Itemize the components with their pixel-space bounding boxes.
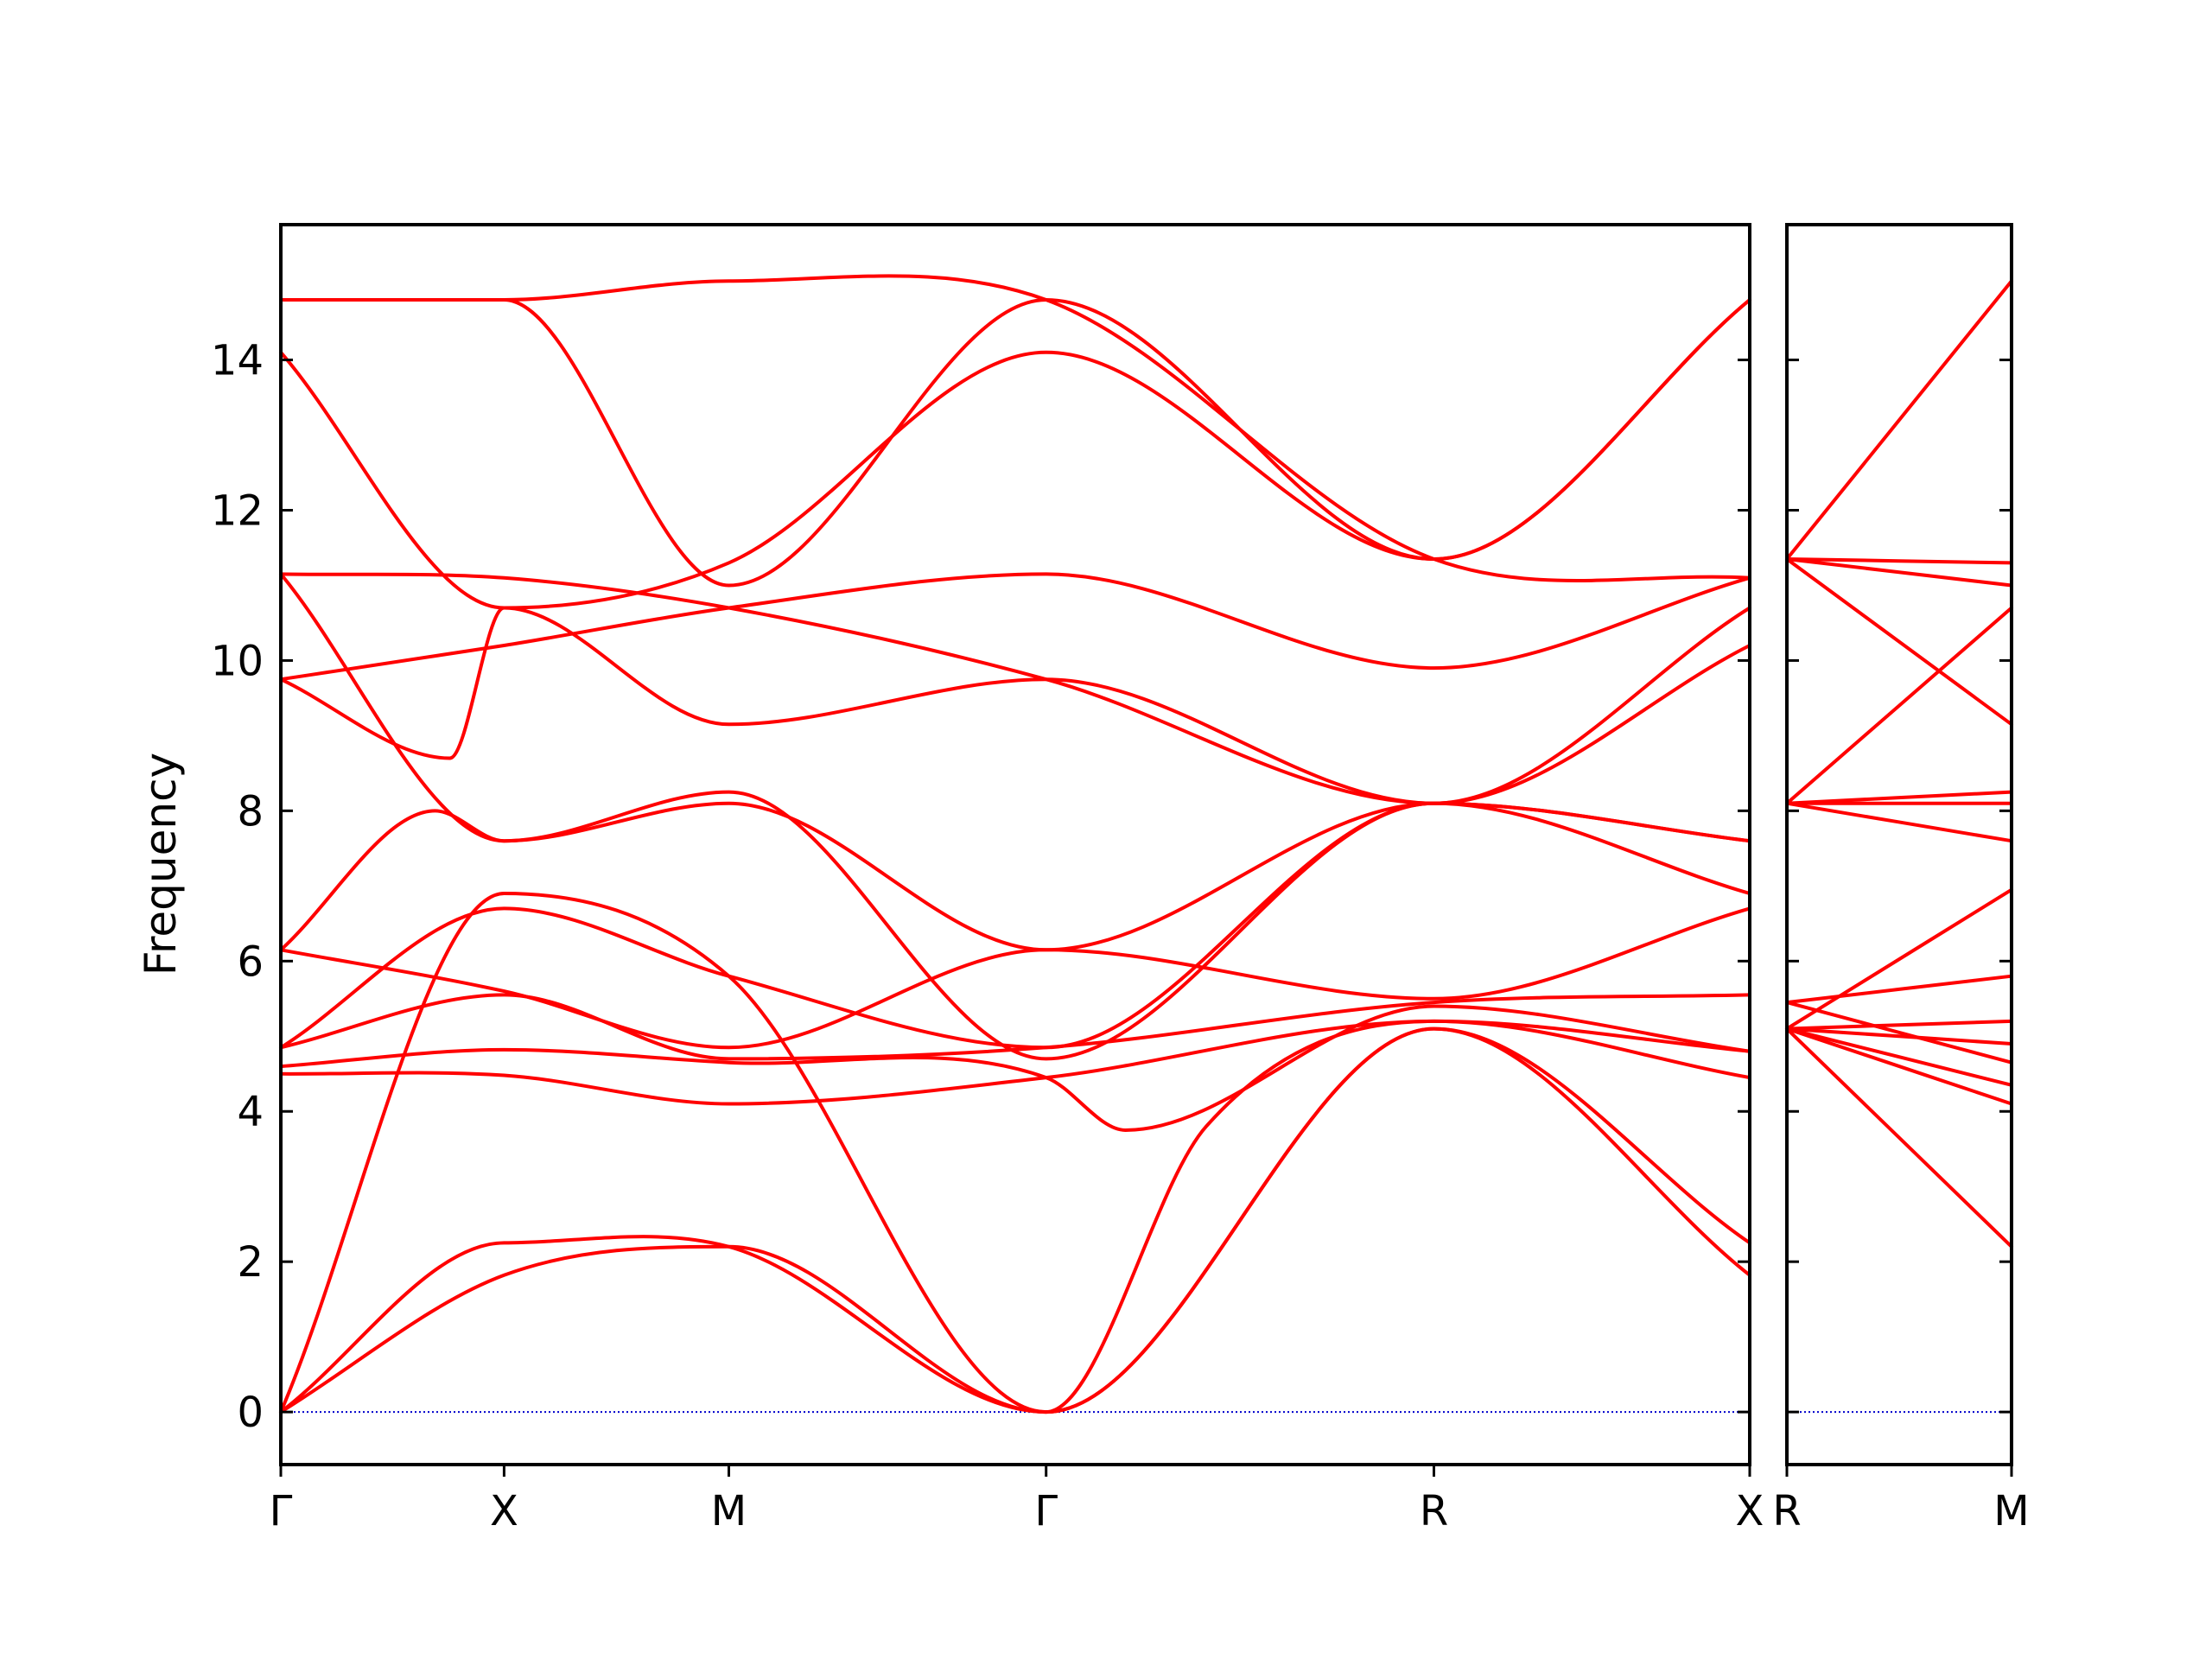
- phonon-band-6: [1785, 1019, 2013, 1031]
- x-tick-label: R: [1420, 1487, 1448, 1535]
- x-tick-label: Γ: [270, 1487, 293, 1535]
- phonon-band-11: [1785, 790, 2013, 805]
- phonon-band-16: [279, 274, 1751, 582]
- phonon-band-15: [279, 297, 1751, 588]
- y-tick-label: 10: [211, 637, 264, 685]
- phonon-band-2: [279, 1027, 1751, 1414]
- x-tick-label: X: [490, 1487, 518, 1535]
- phonon-band-13: [279, 572, 1751, 805]
- phonon-band-9: [1785, 801, 2013, 843]
- phonon-band-2: [1785, 1027, 2013, 1106]
- y-tick-label: 14: [211, 337, 264, 385]
- phonon-band-12: [1785, 557, 2013, 727]
- phonon-band-5: [1785, 1027, 2013, 1046]
- phonon-band-14: [1785, 557, 2013, 588]
- phonon-band-3: [279, 892, 1751, 1414]
- phonon-band-14: [279, 298, 1751, 610]
- phonon-band-16: [1785, 279, 2013, 561]
- y-tick-label: 2: [237, 1238, 264, 1287]
- phonon-band-8: [279, 906, 1751, 1050]
- x-tick-label: X: [1736, 1487, 1764, 1535]
- phonon-band-12: [279, 572, 1751, 682]
- x-tick-label: M: [711, 1487, 747, 1535]
- x-tick-label: R: [1772, 1487, 1801, 1535]
- x-tick-label: Γ: [1034, 1487, 1058, 1535]
- phonon-band-9: [279, 790, 1751, 1061]
- phonon-band-6: [279, 993, 1751, 1061]
- plot-frame: [279, 223, 1751, 1466]
- phonon-band-1: [1785, 1027, 2013, 1249]
- y-axis-label: Frequency: [136, 753, 186, 976]
- phonon-band-10: [279, 572, 1751, 952]
- phonon-band-8: [1785, 887, 2013, 1031]
- phonon-band-1: [279, 1027, 1751, 1414]
- phonon-band-7: [1785, 974, 2013, 1005]
- phonon-band-3: [1785, 1027, 2013, 1087]
- phonon-band-4: [279, 1019, 1751, 1106]
- y-tick-label: 12: [211, 486, 264, 535]
- y-tick-label: 0: [237, 1389, 264, 1437]
- phonon-band-5: [279, 1004, 1751, 1132]
- x-tick-label: M: [1993, 1487, 2029, 1535]
- phonon-band-15: [1785, 557, 2013, 565]
- y-tick-label: 6: [237, 938, 264, 986]
- plot-frame: [1785, 223, 2013, 1466]
- phonon-band-13: [1785, 606, 2013, 805]
- y-tick-label: 8: [237, 787, 264, 836]
- panel-gamma-x-m-gamma-r-x: 0 2 4 6 8 10 12 14 Γ X M Γ R X: [211, 223, 1764, 1535]
- y-tick-label: 4: [237, 1088, 264, 1136]
